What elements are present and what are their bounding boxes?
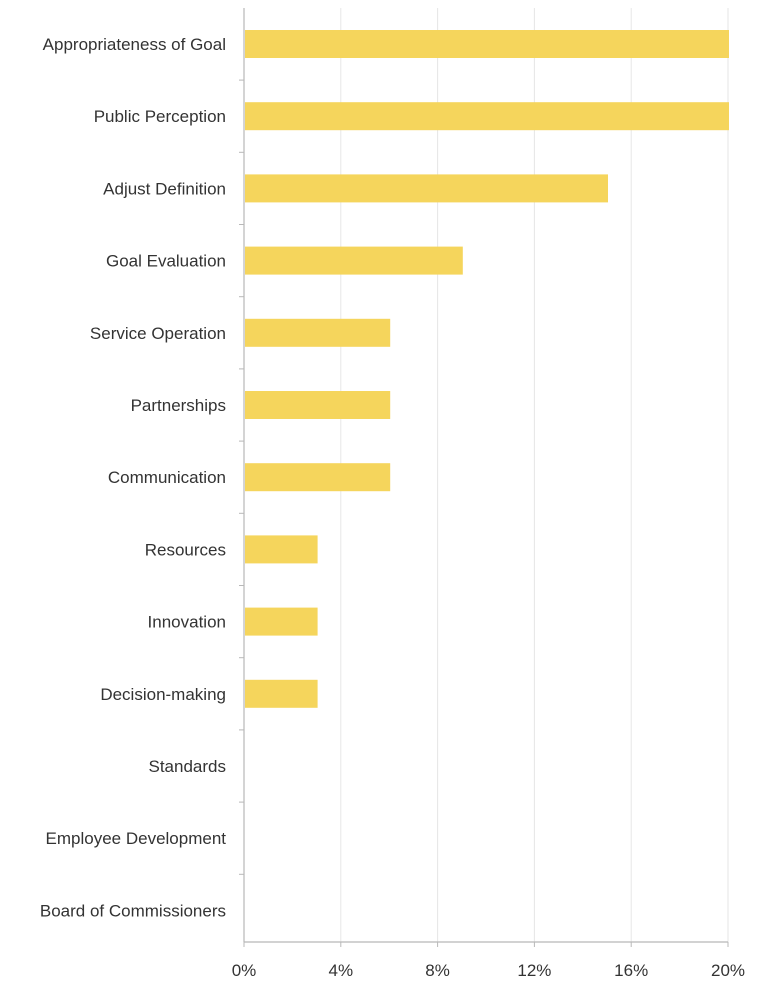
category-label: Public Perception (94, 107, 226, 126)
bar-5 (245, 391, 391, 419)
category-label: Goal Evaluation (106, 252, 226, 271)
bar-4 (245, 318, 391, 347)
gridlines (340, 8, 729, 942)
axes (239, 8, 729, 947)
bar-1 (245, 102, 729, 131)
category-label: Resources (145, 540, 226, 559)
x-tick-label: 20% (711, 961, 745, 980)
category-label: Innovation (148, 613, 226, 632)
tick-labels: 0% 4% 8% 12% 16% 20% (232, 961, 745, 980)
category-label: Employee Development (46, 829, 227, 848)
x-tick-label: 8% (425, 961, 450, 980)
bar-0 (245, 30, 729, 58)
x-tick-label: 0% (232, 961, 257, 980)
category-label: Standards (149, 757, 227, 776)
category-label: Appropriateness of Goal (43, 35, 226, 54)
bar-3 (245, 246, 463, 275)
x-tick-label: 4% (329, 961, 354, 980)
x-tick-label: 16% (614, 961, 648, 980)
bar-2 (245, 174, 608, 203)
category-label: Decision-making (100, 685, 226, 704)
bars (245, 30, 729, 708)
category-label: Communication (108, 468, 226, 487)
bar-6 (245, 463, 391, 492)
bar-7 (245, 535, 318, 564)
category-label: Adjust Definition (103, 179, 226, 198)
x-tick-label: 12% (517, 961, 551, 980)
category-label: Partnerships (131, 396, 226, 415)
bar-9 (245, 679, 318, 708)
category-label: Board of Commissioners (40, 901, 226, 920)
category-label: Service Operation (90, 324, 226, 343)
category-labels: Appropriateness of Goal Public Perception… (40, 35, 226, 920)
bar-8 (245, 607, 318, 636)
